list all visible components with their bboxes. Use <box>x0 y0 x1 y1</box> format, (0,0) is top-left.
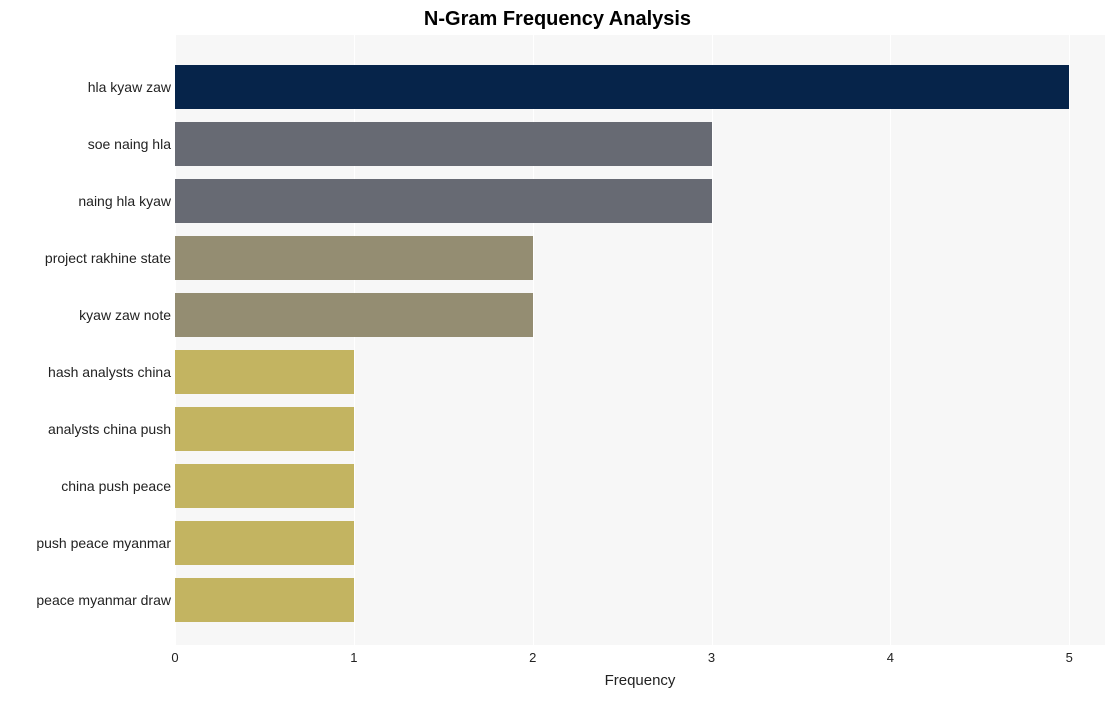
y-tick-label: soe naing hla <box>1 122 171 166</box>
bar <box>175 521 354 565</box>
x-tick-label: 4 <box>887 650 894 665</box>
bar <box>175 293 533 337</box>
bar <box>175 407 354 451</box>
y-tick-label: naing hla kyaw <box>1 179 171 223</box>
y-tick-label: china push peace <box>1 464 171 508</box>
y-tick-label: peace myanmar draw <box>1 578 171 622</box>
y-tick-label: analysts china push <box>1 407 171 451</box>
grid-line <box>890 35 891 645</box>
bar <box>175 122 712 166</box>
bar <box>175 236 533 280</box>
y-tick-label: kyaw zaw note <box>1 293 171 337</box>
y-tick-label: hash analysts china <box>1 350 171 394</box>
x-tick-label: 2 <box>529 650 536 665</box>
grid-line <box>1069 35 1070 645</box>
x-tick-label: 3 <box>708 650 715 665</box>
x-tick-label: 1 <box>350 650 357 665</box>
chart-title: N-Gram Frequency Analysis <box>0 8 1115 31</box>
bar <box>175 179 712 223</box>
y-tick-label: hla kyaw zaw <box>1 65 171 109</box>
bar <box>175 65 1069 109</box>
bar <box>175 464 354 508</box>
x-tick-label: 5 <box>1066 650 1073 665</box>
x-axis-label: Frequency <box>175 672 1105 689</box>
bar <box>175 578 354 622</box>
y-tick-label: push peace myanmar <box>1 521 171 565</box>
ngram-chart: N-Gram Frequency Analysis Frequency hla … <box>0 0 1115 701</box>
x-tick-label: 0 <box>171 650 178 665</box>
grid-line <box>712 35 713 645</box>
plot-area <box>175 35 1105 645</box>
bar <box>175 350 354 394</box>
y-tick-label: project rakhine state <box>1 236 171 280</box>
